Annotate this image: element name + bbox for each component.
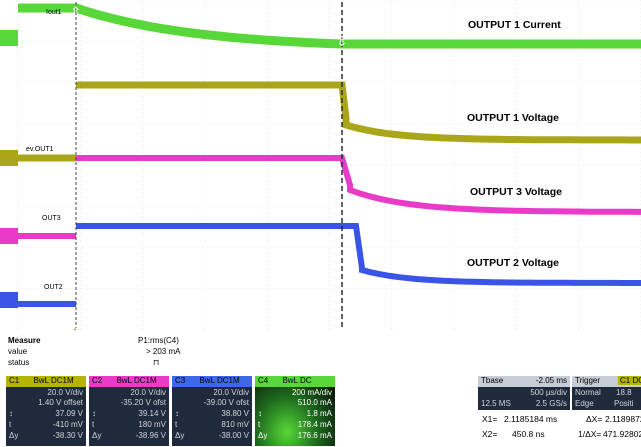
trigger-mode: Normal <box>575 388 601 397</box>
label-output2-voltage: OUTPUT 2 Voltage <box>467 257 559 269</box>
cursor-arrow-icon: ⇕ <box>336 34 348 50</box>
timebase-label: Tbase <box>481 376 504 385</box>
channel-box-c1[interactable]: C1 BwL DC1M 20.0 V/div 1.40 V offset ↕ 3… <box>6 376 86 446</box>
row-value: 180 mV <box>138 420 166 429</box>
row-value: -38.30 V <box>52 431 83 440</box>
row-value: 176.6 mA <box>297 431 332 440</box>
label-output3-voltage: OUTPUT 3 Voltage <box>470 186 562 198</box>
trigger-source: C1 DC <box>618 376 641 385</box>
channel-coupling: BwL DC1M <box>116 376 157 385</box>
measure-status-label: status <box>8 358 30 367</box>
row-value: 178.4 mA <box>297 420 332 429</box>
row-value: 37.09 V <box>55 409 83 418</box>
measure-p1-value: > 203 mA <box>146 347 181 356</box>
cursor-x2-label: X2= <box>482 429 498 439</box>
row-value: -410 mV <box>52 420 83 429</box>
waveform-display[interactable]: ⇕ ⇕ ▲ OUTPUT 1 Current OUTPUT 1 Voltage … <box>0 0 641 335</box>
cursor-arrow-icon: ⇕ <box>70 5 82 21</box>
channel-id: C3 <box>175 376 186 385</box>
row-value: 39.14 V <box>138 409 166 418</box>
marker-out2: OUT2 <box>44 284 63 291</box>
channel-header-c3: C3 BwL DC1M <box>172 376 252 387</box>
row-label: t <box>9 420 12 429</box>
waveform-traces <box>18 3 641 307</box>
timebase-delay: -2.05 ms <box>535 376 567 385</box>
channel-id: C1 <box>9 376 20 385</box>
trigger-type: Edge <box>575 399 594 408</box>
timebase-box[interactable]: Tbase -2.05 ms 500 µs/div 12.5 MS 2.5 GS… <box>478 376 570 410</box>
channel-coupling: BwL DC1M <box>33 376 74 385</box>
cursor-idx-label: 1/ΔX= <box>578 429 602 439</box>
marker-out1: ev.OUT1 <box>26 146 54 153</box>
side-marker-c4[interactable] <box>0 30 18 46</box>
trigger-slope: Positi <box>614 399 634 408</box>
channel-offset: 510.0 mA <box>297 398 332 407</box>
row-label: t <box>258 420 261 429</box>
cursor-x1-label: X1= <box>482 414 498 424</box>
measure-heading: Measure <box>8 336 41 345</box>
side-marker-c3[interactable] <box>0 292 18 308</box>
timebase-samples: 12.5 MS <box>481 399 511 408</box>
row-label: Δy <box>9 431 19 440</box>
row-label: t <box>175 420 178 429</box>
measure-p1-name[interactable]: P1:rms(C4) <box>138 336 179 345</box>
channel-offset: -39.00 V ofst <box>203 398 249 407</box>
cursor-x1-value: 2.1185184 ms <box>504 414 558 424</box>
row-label: Δy <box>258 431 268 440</box>
channel-coupling: BwL DC <box>282 376 312 385</box>
trigger-level: 18.8 <box>616 388 632 397</box>
trace-output2-voltage <box>18 223 641 307</box>
measure-value-label: value <box>8 347 28 356</box>
channel-box-c4[interactable]: C4 BwL DC 200 mA/div 510.0 mA ↕ 1.8 mA t… <box>255 376 335 446</box>
label-output1-voltage: OUTPUT 1 Voltage <box>467 112 559 124</box>
channel-box-c2[interactable]: C2 BwL DC1M 20.0 V/div -35.20 V ofst ↕ 3… <box>89 376 169 446</box>
channel-vdiv: 200 mA/div <box>291 388 332 397</box>
measure-p1-status: ⊓ <box>153 358 160 367</box>
channel-offset: -35.20 V ofst <box>120 398 166 407</box>
row-value: 810 mV <box>221 420 249 429</box>
channel-vdiv: 20.0 V/div <box>47 388 83 397</box>
channel-box-c3[interactable]: C3 BwL DC1M 20.0 V/div -39.00 V ofst ↕ 3… <box>172 376 252 446</box>
channel-vdiv: 20.0 V/div <box>213 388 249 397</box>
side-marker-c2[interactable] <box>0 228 18 244</box>
label-output1-current: OUTPUT 1 Current <box>468 19 561 31</box>
channel-id: C4 <box>258 376 269 385</box>
channel-header-c1: C1 BwL DC1M <box>6 376 86 387</box>
channel-header-c4: C4 BwL DC <box>255 376 335 387</box>
channel-offset: 1.40 V offset <box>38 398 83 407</box>
marker-out3: OUT3 <box>42 215 61 222</box>
timebase-rate: 2.5 GS/s <box>535 399 567 408</box>
row-label: Δy <box>92 431 102 440</box>
waveform-grid: ⇕ ⇕ ▲ <box>0 0 641 335</box>
cursor-dx-value: 2.1189872 m <box>605 414 641 424</box>
row-label: Δy <box>175 431 185 440</box>
channel-coupling: BwL DC1M <box>199 376 240 385</box>
trace-output1-voltage <box>18 81 641 162</box>
row-label: ↕ <box>258 409 262 418</box>
timebase-div: 500 µs/div <box>530 388 567 397</box>
row-value: -38.96 V <box>135 431 166 440</box>
trigger-label: Trigger <box>575 376 601 385</box>
row-label: ↕ <box>92 409 96 418</box>
trigger-box[interactable]: Trigger C1 DC Normal 18.8 Edge Positi <box>572 376 641 410</box>
row-value: 38.80 V <box>221 409 249 418</box>
row-label: ↕ <box>9 409 13 418</box>
channel-header-c2: C2 BwL DC1M <box>89 376 169 387</box>
channel-id: C2 <box>92 376 103 385</box>
channel-vdiv: 20.0 V/div <box>130 388 166 397</box>
cursor-idx-value: 471.92802 H <box>603 429 641 439</box>
cursor-x2-value: 450.8 ns <box>512 429 545 439</box>
row-value: 1.8 mA <box>306 409 332 418</box>
trace-output1-current <box>18 3 641 49</box>
side-marker-c1[interactable] <box>0 150 18 166</box>
row-label: t <box>92 420 95 429</box>
cursor-dx-label: ΔX= <box>586 414 603 424</box>
row-label: ↕ <box>175 409 179 418</box>
row-value: -38.00 V <box>218 431 249 440</box>
trace-output3-voltage <box>76 155 641 215</box>
marker-iout1: Iout1 <box>46 9 62 16</box>
